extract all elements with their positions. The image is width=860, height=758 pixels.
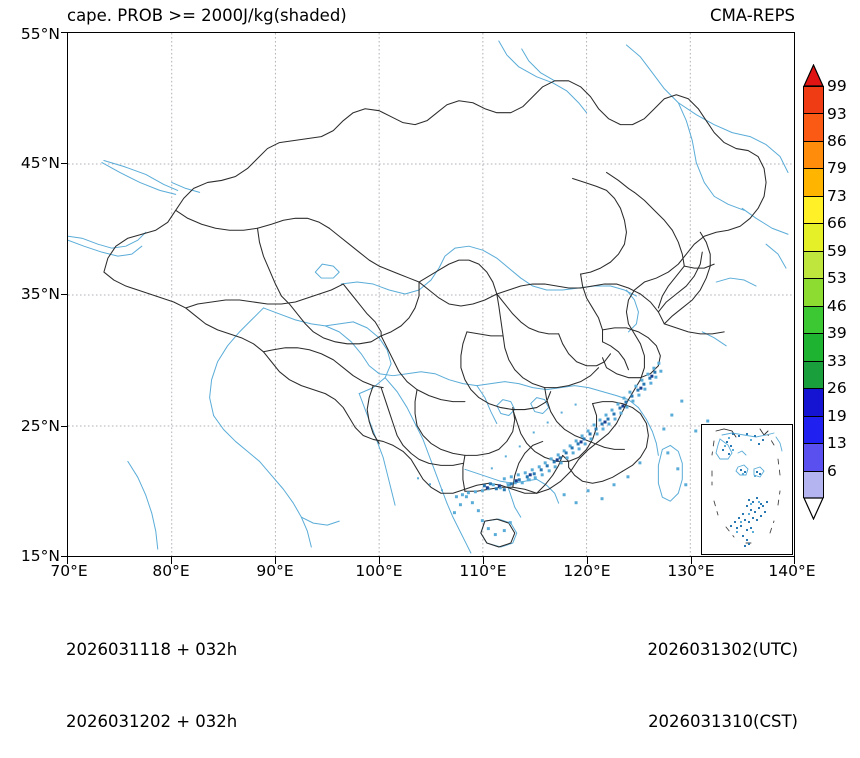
rivers-and-coastline xyxy=(68,40,789,554)
colorbar-tick-label: 53 xyxy=(827,269,847,288)
footer-init-times: 2026031118 + 032h 2026031202 + 032h xyxy=(66,590,237,758)
x-axis-ticks xyxy=(67,557,796,565)
map-plot-area[interactable]: No: GS (2019) 1786 xyxy=(67,32,795,557)
administrative-borders xyxy=(103,80,767,548)
colorbar-tick-label: 33 xyxy=(827,351,847,370)
colorbar-tick-label: 93 xyxy=(827,104,847,123)
colorbar-tick-label: 26 xyxy=(827,379,847,398)
colorbar-segment xyxy=(804,114,823,142)
map-canvas xyxy=(68,33,794,556)
colorbar-segment xyxy=(804,444,823,472)
y-tick-label: 15°N xyxy=(20,547,60,565)
footer-valid-times: 2026031302(UTC) 2026031310(CST) xyxy=(647,590,798,758)
y-tick-label: 25°N xyxy=(20,417,60,435)
colorbar-segments xyxy=(803,86,824,499)
colorbar-tick-label: 6 xyxy=(827,461,837,480)
model-label: CMA-REPS xyxy=(710,6,795,25)
colorbar-tick-label: 13 xyxy=(827,434,847,453)
gridlines xyxy=(68,33,794,556)
x-tick-label: 110°E xyxy=(459,562,507,580)
colorbar-segment xyxy=(804,334,823,362)
colorbar-segment xyxy=(804,389,823,417)
colorbar-tick-label: 99 xyxy=(827,77,847,95)
page-title: cape. PROB >= 2000J/kg(shaded) xyxy=(67,6,347,25)
colorbar-labels: 99 93 86 79 73 66 59 53 46 39 33 26 19 1… xyxy=(827,64,860,519)
colorbar-segment xyxy=(804,471,823,499)
x-tick-label: 120°E xyxy=(563,562,611,580)
colorbar[interactable] xyxy=(803,64,824,520)
footer-right-line-1: 2026031302(UTC) xyxy=(647,640,798,659)
x-tick-label: 90°E xyxy=(256,562,294,580)
x-tick-label: 130°E xyxy=(667,562,715,580)
colorbar-segment xyxy=(804,306,823,335)
y-tick-label: 55°N xyxy=(20,25,60,43)
x-tick-label: 70°E xyxy=(50,562,88,580)
footer-left-line-1: 2026031118 + 032h xyxy=(66,640,238,659)
south-china-sea-inset-map[interactable] xyxy=(701,424,793,555)
y-tick-label: 35°N xyxy=(20,285,60,303)
colorbar-segment xyxy=(804,141,823,170)
colorbar-segment xyxy=(804,279,823,307)
colorbar-tick-label: 39 xyxy=(827,324,847,343)
colorbar-tick-label: 86 xyxy=(827,132,847,150)
colorbar-segment xyxy=(804,196,823,225)
colorbar-tick-label: 79 xyxy=(827,159,847,178)
colorbar-bottom-arrow xyxy=(803,497,824,520)
colorbar-tick-label: 46 xyxy=(827,296,847,315)
x-tick-label: 80°E xyxy=(152,562,190,580)
colorbar-segment xyxy=(804,361,823,390)
colorbar-segment xyxy=(804,87,823,115)
colorbar-top-arrow xyxy=(803,64,824,87)
colorbar-tick-label: 66 xyxy=(827,214,847,233)
colorbar-segment xyxy=(804,251,823,280)
x-axis-labels: 70°E 80°E 90°E 100°E 110°E 120°E 130°E 1… xyxy=(50,562,815,586)
footer-right-line-2: 2026031310(CST) xyxy=(648,712,798,731)
x-tick-label: 100°E xyxy=(355,562,403,580)
colorbar-segment xyxy=(804,416,823,445)
colorbar-tick-label: 19 xyxy=(827,406,847,425)
y-axis-labels: 15°N 25°N 35°N 45°N 55°N xyxy=(0,25,60,565)
y-axis-ticks xyxy=(0,32,68,558)
y-tick-label: 45°N xyxy=(20,154,60,172)
colorbar-segment xyxy=(804,169,823,197)
colorbar-tick-label: 59 xyxy=(827,241,847,260)
shaded-probability-field xyxy=(417,361,722,537)
footer-left-line-2: 2026031202 + 032h xyxy=(66,712,238,731)
colorbar-tick-label: 73 xyxy=(827,186,847,205)
x-tick-label: 140°E xyxy=(768,562,816,580)
colorbar-segment xyxy=(804,224,823,252)
inset-map-canvas xyxy=(711,428,783,547)
